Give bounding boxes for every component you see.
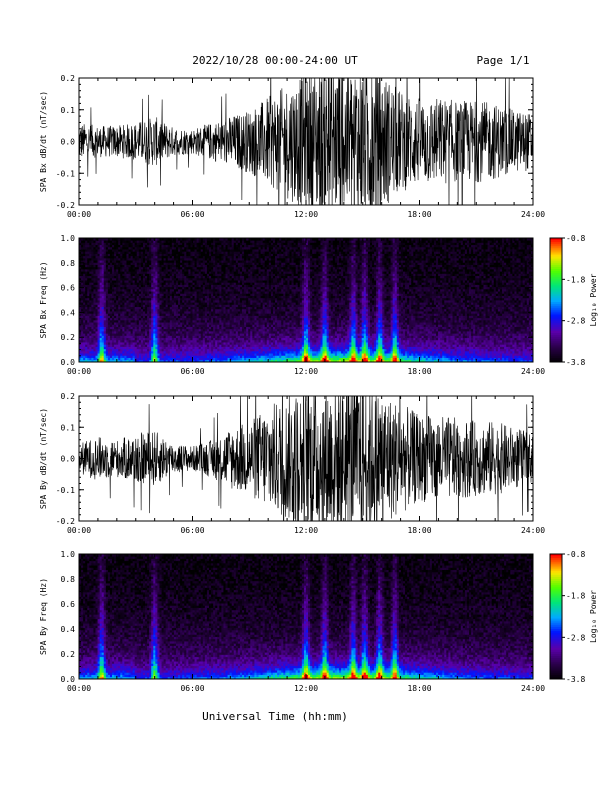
x-tick-label: 18:00 bbox=[407, 526, 431, 535]
y-axis-label: SPA Bx Freq (Hz) bbox=[39, 261, 48, 338]
x-tick-label: 12:00 bbox=[294, 210, 318, 219]
y-tick-label: 1.0 bbox=[61, 550, 76, 559]
y-axis-label: SPA Bx dB/dt (nT/sec) bbox=[39, 91, 48, 192]
x-tick-label: 06:00 bbox=[180, 210, 204, 219]
y-tick-label: 0.0 bbox=[61, 455, 76, 464]
y-tick-label: 0.8 bbox=[61, 259, 76, 268]
y-tick-label: 0.0 bbox=[61, 138, 76, 147]
y-tick-label: 1.0 bbox=[61, 234, 76, 243]
spectrogram-cells bbox=[79, 238, 533, 362]
y-tick-label: -0.1 bbox=[56, 169, 75, 178]
y-tick-label: 0.0 bbox=[61, 675, 76, 684]
y-tick-label: -0.2 bbox=[56, 517, 75, 526]
x-tick-label: 24:00 bbox=[521, 684, 545, 693]
x-tick-label: 06:00 bbox=[180, 526, 204, 535]
x-tick-label: 24:00 bbox=[521, 210, 545, 219]
colorbar-label: Log₁₀ Power bbox=[589, 590, 598, 643]
y-tick-label: -0.1 bbox=[56, 486, 75, 495]
colorbar-label: Log₁₀ Power bbox=[589, 273, 598, 326]
colorbar-tick-label: -1.8 bbox=[566, 275, 585, 284]
y-tick-label: 0.6 bbox=[61, 284, 76, 293]
y-tick-label: 0.2 bbox=[61, 392, 76, 401]
x-tick-label: 12:00 bbox=[294, 367, 318, 376]
y-tick-label: 0.8 bbox=[61, 575, 76, 584]
colorbar-tick-label: -2.8 bbox=[566, 317, 585, 326]
colorbar-tick-label: -0.8 bbox=[566, 550, 585, 559]
colorbar-tick-label: -2.8 bbox=[566, 633, 585, 642]
x-tick-label: 18:00 bbox=[407, 210, 431, 219]
x-tick-label: 18:00 bbox=[407, 367, 431, 376]
y-tick-label: 0.6 bbox=[61, 600, 76, 609]
spectrogram-cells bbox=[79, 554, 533, 679]
y-tick-label: 0.2 bbox=[61, 333, 76, 342]
y-tick-label: 0.0 bbox=[61, 358, 76, 367]
x-axis-title: Universal Time (hh:mm) bbox=[202, 710, 348, 723]
y-tick-label: 0.2 bbox=[61, 650, 76, 659]
x-tick-label: 12:00 bbox=[294, 526, 318, 535]
by-spectrogram-panel: 0.0 0.2 0.4 0.6 0.8 1.0 00:00 06:00 12:00 18:00 24… bbox=[39, 550, 598, 693]
colorbar-tick-label: -1.8 bbox=[566, 592, 585, 601]
x-tick-label: 06:00 bbox=[180, 367, 204, 376]
y-tick-label: 0.1 bbox=[61, 423, 76, 432]
x-tick-label: 18:00 bbox=[407, 684, 431, 693]
page-indicator: Page 1/1 bbox=[477, 54, 530, 67]
y-tick-label: 0.1 bbox=[61, 106, 76, 115]
y-tick-label: -0.2 bbox=[56, 201, 75, 210]
x-tick-label: 12:00 bbox=[294, 684, 318, 693]
figure-title: 2022/10/28 00:00-24:00 UT bbox=[192, 54, 358, 67]
x-tick-label: 00:00 bbox=[67, 526, 91, 535]
y-tick-label: 0.2 bbox=[61, 74, 76, 83]
colorbar-tick-label: -0.8 bbox=[566, 234, 585, 243]
colorbar-tick-label: -3.8 bbox=[566, 358, 585, 367]
colorbar-tick-label: -3.8 bbox=[566, 675, 585, 684]
y-axis-label: SPA By Freq (Hz) bbox=[39, 578, 48, 655]
bx-spectrogram-panel: 0.0 0.2 0.4 0.6 0.8 1.0 00:00 06:00 12:00 18:00 24… bbox=[39, 234, 598, 376]
colorbar: -0.8 -1.8 -2.8 -3.8 Log₁₀ Power bbox=[550, 550, 598, 684]
x-tick-label: 00:00 bbox=[67, 367, 91, 376]
x-tick-label: 24:00 bbox=[521, 526, 545, 535]
x-tick-label: 00:00 bbox=[67, 684, 91, 693]
x-tick-label: 24:00 bbox=[521, 367, 545, 376]
y-axis-label: SPA By dB/dt (nT/sec) bbox=[39, 408, 48, 509]
y-tick-label: 0.4 bbox=[61, 308, 76, 317]
y-tick-label: 0.4 bbox=[61, 625, 76, 634]
x-tick-label: 06:00 bbox=[180, 684, 204, 693]
x-tick-label: 00:00 bbox=[67, 210, 91, 219]
colorbar: -0.8 -1.8 -2.8 -3.8 Log₁₀ Power bbox=[550, 234, 598, 367]
